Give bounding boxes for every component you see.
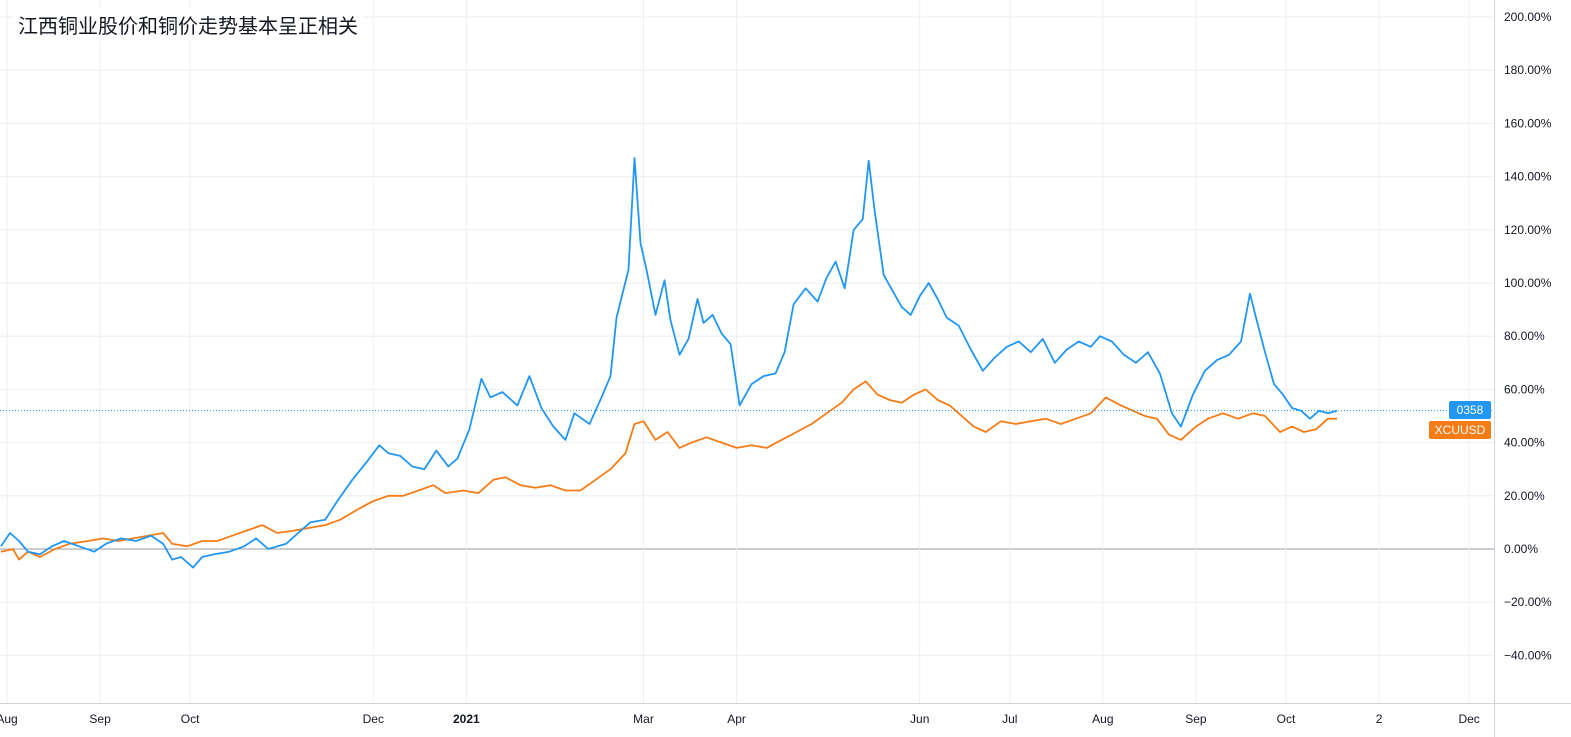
series-line-0358 <box>0 157 1338 569</box>
series-tag-xcuusd <box>1429 421 1491 439</box>
y-tick-label: −40.00% <box>1504 648 1552 662</box>
x-tick-label: 2 <box>1376 712 1383 726</box>
y-tick-label: 20.00% <box>1504 489 1545 503</box>
y-tick-label: 160.00% <box>1504 116 1552 130</box>
x-tick-label: Jul <box>1002 712 1017 726</box>
series-tag-0358 <box>1449 401 1491 419</box>
y-tick-label: 200.00% <box>1504 10 1552 24</box>
x-tick-label: Sep <box>1185 712 1207 726</box>
series-tag-label: 0358 <box>1457 403 1484 417</box>
y-tick-label: −20.00% <box>1504 595 1552 609</box>
series-line-xcuusd <box>0 380 1337 561</box>
x-tick-label: Jun <box>910 712 929 726</box>
x-tick-label: Aug <box>0 712 18 726</box>
y-tick-label: 60.00% <box>1504 382 1545 396</box>
y-tick-label: 40.00% <box>1504 436 1545 450</box>
x-tick-label: Dec <box>363 712 384 726</box>
x-tick-label: Sep <box>89 712 111 726</box>
x-tick-label: Mar <box>633 712 654 726</box>
x-tick-label: 2021 <box>453 712 480 726</box>
y-tick-label: 100.00% <box>1504 276 1552 290</box>
series-tag-label: XCUUSD <box>1435 423 1486 437</box>
y-tick-label: 80.00% <box>1504 329 1545 343</box>
x-tick-label: Dec <box>1458 712 1479 726</box>
y-tick-label: 180.00% <box>1504 63 1552 77</box>
chart-title: 江西铜业股价和铜价走势基本呈正相关 <box>12 8 364 41</box>
x-tick-label: Oct <box>181 712 200 726</box>
y-tick-label: 140.00% <box>1504 170 1552 184</box>
y-tick-label: 0.00% <box>1504 542 1538 556</box>
x-tick-label: Oct <box>1277 712 1296 726</box>
x-tick-label: Aug <box>1092 712 1113 726</box>
y-tick-label: 120.00% <box>1504 223 1552 237</box>
x-tick-label: Apr <box>727 712 746 726</box>
